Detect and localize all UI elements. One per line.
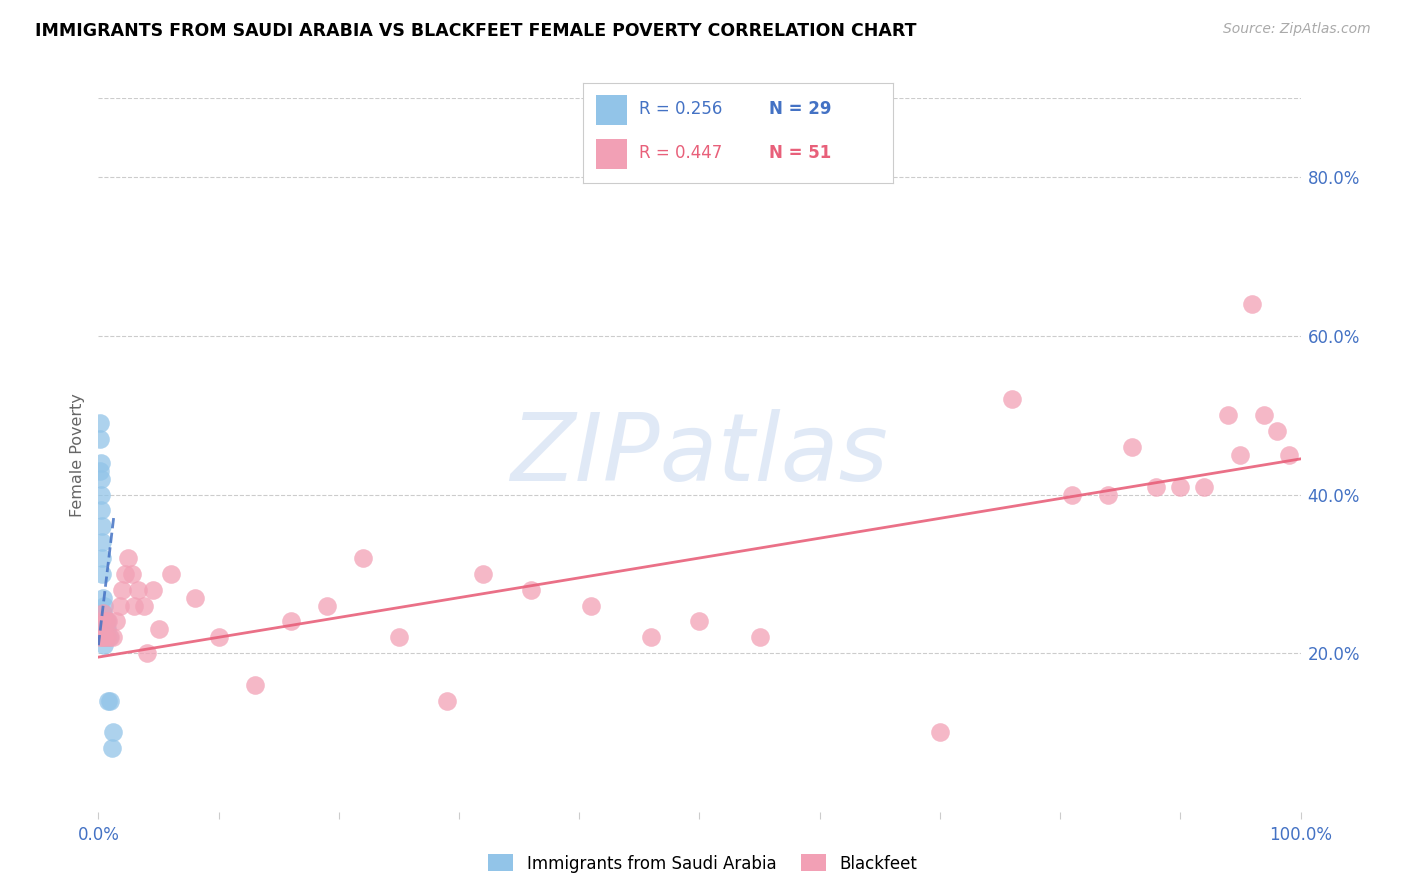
Point: [100, 741, 122, 756]
Point: [90, 615, 112, 629]
Point: [436, 694, 458, 708]
Point: [94, 630, 117, 644]
Point: [93, 638, 115, 652]
Point: [91, 615, 114, 629]
Point: [91, 535, 114, 549]
Point: [108, 599, 131, 613]
Bar: [596, 139, 627, 169]
Point: [124, 599, 146, 613]
Point: [96, 623, 118, 637]
Point: [89, 432, 111, 446]
Point: [91, 591, 114, 605]
Point: [93, 623, 115, 637]
Point: [101, 630, 124, 644]
Point: [1277, 448, 1299, 462]
Point: [1170, 480, 1192, 494]
Point: [132, 599, 155, 613]
Point: [1241, 297, 1264, 311]
Point: [640, 630, 662, 644]
Point: [520, 582, 543, 597]
Point: [89, 464, 111, 478]
Point: [243, 678, 266, 692]
Point: [90, 472, 112, 486]
Point: [111, 582, 134, 597]
Point: [91, 566, 114, 581]
Point: [689, 615, 711, 629]
Text: N = 29: N = 29: [769, 100, 831, 118]
Point: [121, 566, 143, 581]
Point: [93, 599, 115, 613]
Text: ZIPatlas: ZIPatlas: [510, 409, 889, 500]
Point: [183, 591, 205, 605]
Point: [90, 487, 112, 501]
Point: [91, 630, 114, 644]
Point: [352, 551, 374, 566]
Point: [127, 582, 149, 597]
Point: [91, 630, 114, 644]
Point: [94, 623, 117, 637]
Point: [91, 551, 114, 566]
Point: [91, 607, 114, 621]
Point: [1062, 487, 1084, 501]
Point: [91, 607, 114, 621]
Y-axis label: Female Poverty: Female Poverty: [69, 393, 84, 516]
Point: [93, 630, 115, 644]
Point: [96, 615, 118, 629]
Point: [928, 725, 950, 739]
Legend: Immigrants from Saudi Arabia, Blackfeet: Immigrants from Saudi Arabia, Blackfeet: [482, 847, 924, 880]
Point: [1194, 480, 1216, 494]
Point: [280, 615, 302, 629]
Point: [96, 630, 118, 644]
Point: [100, 630, 122, 644]
Point: [101, 725, 124, 739]
Text: IMMIGRANTS FROM SAUDI ARABIA VS BLACKFEET FEMALE POVERTY CORRELATION CHART: IMMIGRANTS FROM SAUDI ARABIA VS BLACKFEE…: [35, 22, 917, 40]
Point: [581, 599, 603, 613]
Point: [96, 630, 118, 644]
Point: [388, 630, 411, 644]
Text: R = 0.447: R = 0.447: [640, 144, 723, 161]
Point: [98, 630, 121, 644]
Point: [1218, 409, 1240, 423]
Point: [1097, 487, 1119, 501]
Point: [91, 519, 114, 533]
Point: [89, 416, 111, 430]
Point: [1229, 448, 1251, 462]
Point: [1121, 440, 1143, 454]
Point: [1001, 392, 1024, 407]
Text: Source: ZipAtlas.com: Source: ZipAtlas.com: [1223, 22, 1371, 37]
Point: [141, 582, 163, 597]
Point: [94, 615, 117, 629]
Point: [159, 566, 181, 581]
Text: R = 0.256: R = 0.256: [640, 100, 723, 118]
Point: [135, 646, 157, 660]
Point: [1144, 480, 1167, 494]
Point: [89, 630, 111, 644]
Point: [94, 615, 117, 629]
Point: [208, 630, 231, 644]
Point: [100, 694, 122, 708]
Point: [117, 551, 139, 566]
Text: N = 51: N = 51: [769, 144, 831, 161]
Point: [1265, 424, 1288, 438]
Point: [114, 566, 136, 581]
Point: [1253, 409, 1275, 423]
Point: [90, 503, 112, 517]
Point: [315, 599, 337, 613]
Bar: [596, 95, 627, 125]
Point: [97, 694, 120, 708]
Point: [472, 566, 495, 581]
Point: [748, 630, 770, 644]
Point: [90, 456, 112, 470]
Point: [97, 615, 120, 629]
Point: [105, 615, 128, 629]
Point: [148, 623, 170, 637]
